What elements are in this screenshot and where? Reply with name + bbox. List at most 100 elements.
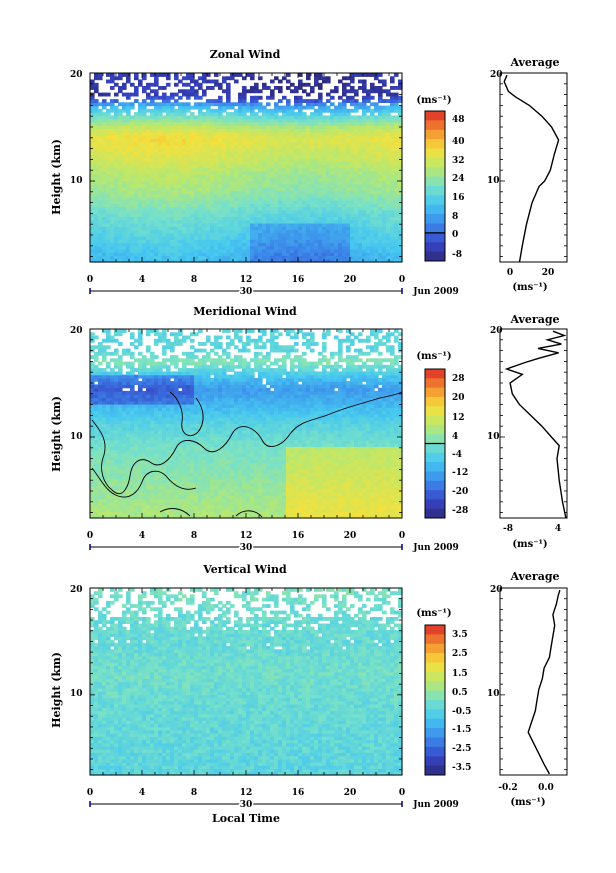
meridional-heatmap-cell [114,400,119,405]
zonal-heatmap-cell [250,99,255,103]
meridional-heatmap-cell [94,407,99,412]
zonal-heatmap-cell [266,255,271,260]
zonal-heatmap-cell [266,170,271,175]
zonal-heatmap-cell [358,131,363,136]
zonal-heatmap-cell [98,134,103,139]
zonal-heatmap-cell [342,164,347,169]
zonal-heatmap-cell [310,121,315,126]
meridional-heatmap-cell [126,371,131,376]
zonal-heatmap-cell [326,216,331,221]
zonal-heatmap-cell [98,226,103,231]
zonal-heatmap-cell [322,167,327,172]
zonal-heatmap-cell [366,167,371,172]
zonal-heatmap-cell [334,125,339,129]
zonal-heatmap-cell [118,115,123,120]
zonal-heatmap-cell [170,209,175,214]
meridional-heatmap-cell [94,371,99,376]
zonal-heatmap-cell [214,131,219,136]
zonal-heatmap-cell [106,164,111,169]
zonal-heatmap-cell [314,229,319,234]
zonal-heatmap-cell [90,134,95,139]
zonal-heatmap-cell [370,177,375,182]
zonal-heatmap-cell [266,193,271,198]
zonal-heatmap-cell [370,258,375,263]
zonal-heatmap-cell [366,138,371,143]
zonal-heatmap-cell [290,121,295,126]
zonal-heatmap-cell [94,219,99,224]
zonal-heatmap-cell [378,79,383,84]
zonal-heatmap-cell [250,219,255,224]
zonal-heatmap-cell [190,167,195,172]
zonal-heatmap-cell [294,183,299,188]
zonal-cbar-tick: 24 [452,174,465,184]
zonal-heatmap-cell [362,258,367,263]
zonal-heatmap-cell [306,226,311,231]
meridional-heatmap-cell [98,420,103,425]
zonal-heatmap-cell [282,134,287,139]
meridional-heatmap-cell [90,439,95,444]
meridional-heatmap-cell [134,436,139,441]
zonal-heatmap-cell [382,79,387,84]
zonal-heatmap-cell [238,213,243,217]
zonal-heatmap-cell [290,112,295,116]
zonal-heatmap-cell [362,118,367,123]
zonal-heatmap-cell [174,180,179,185]
zonal-heatmap-cell [158,222,163,227]
zonal-heatmap-cell [210,138,215,143]
zonal-heatmap-cell [134,138,139,143]
meridional-heatmap-cell [114,426,119,431]
meridional-heatmap-cell [94,462,99,467]
zonal-heatmap-cell [290,245,295,250]
meridional-heatmap-cell [106,501,111,506]
zonal-heatmap-cell [90,200,95,204]
zonal-heatmap-cell [334,180,339,185]
zonal-heatmap-cell [282,164,287,169]
zonal-heatmap-cell [138,255,143,260]
zonal-heatmap-cell [162,209,167,214]
zonal-heatmap-cell [230,222,235,227]
zonal-heatmap-cell [198,82,203,87]
zonal-heatmap-cell [146,239,151,244]
zonal-heatmap-cell [250,157,255,162]
zonal-heatmap-cell [338,252,343,257]
zonal-heatmap-cell [294,200,299,204]
zonal-heatmap-cell [254,164,259,169]
meridional-heatmap-cell [118,426,123,431]
zonal-heatmap-cell [114,206,119,211]
zonal-heatmap-cell [274,245,279,250]
zonal-heatmap-cell [330,187,335,191]
meridional-heatmap-cell [122,407,127,412]
zonal-heatmap-cell [114,200,119,204]
zonal-heatmap-cell [318,157,323,162]
zonal-heatmap-cell [326,252,331,257]
zonal-heatmap-cell [378,141,383,146]
zonal-heatmap-cell [94,226,99,231]
zonal-heatmap-cell [274,147,279,152]
zonal-heatmap-cell [250,196,255,201]
zonal-heatmap-cell [230,73,235,77]
meridional-heatmap-cell [130,390,135,395]
zonal-heatmap-cell [322,154,327,159]
zonal-heatmap-cell [194,196,199,201]
zonal-heatmap-cell [134,134,139,139]
zonal-heatmap-cell [302,177,307,182]
zonal-heatmap-cell [142,249,147,253]
zonal-heatmap-cell [158,151,163,156]
zonal-heatmap-cell [178,154,183,159]
zonal-heatmap-cell [306,177,311,182]
meridional-heatmap-cell [118,394,123,399]
zonal-heatmap-cell [234,209,239,214]
zonal-heatmap-cell [118,118,123,123]
zonal-heatmap-cell [362,125,367,129]
zonal-heatmap-cell [258,229,263,234]
zonal-heatmap-cell [322,105,327,110]
zonal-heatmap-cell [182,174,187,178]
zonal-heatmap-cell [146,141,151,146]
zonal-heatmap-cell [210,167,215,172]
zonal-heatmap-cell [310,239,315,244]
zonal-heatmap-cell [258,226,263,231]
zonal-heatmap-cell [310,128,315,133]
zonal-heatmap-cell [314,252,319,257]
zonal-heatmap-cell [390,138,395,143]
zonal-heatmap-cell [246,118,251,123]
